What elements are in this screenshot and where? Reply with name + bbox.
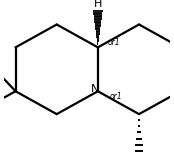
Text: or1: or1 [107, 38, 120, 47]
Text: H: H [94, 0, 102, 9]
Text: or1: or1 [109, 92, 122, 100]
Text: N: N [91, 84, 99, 94]
